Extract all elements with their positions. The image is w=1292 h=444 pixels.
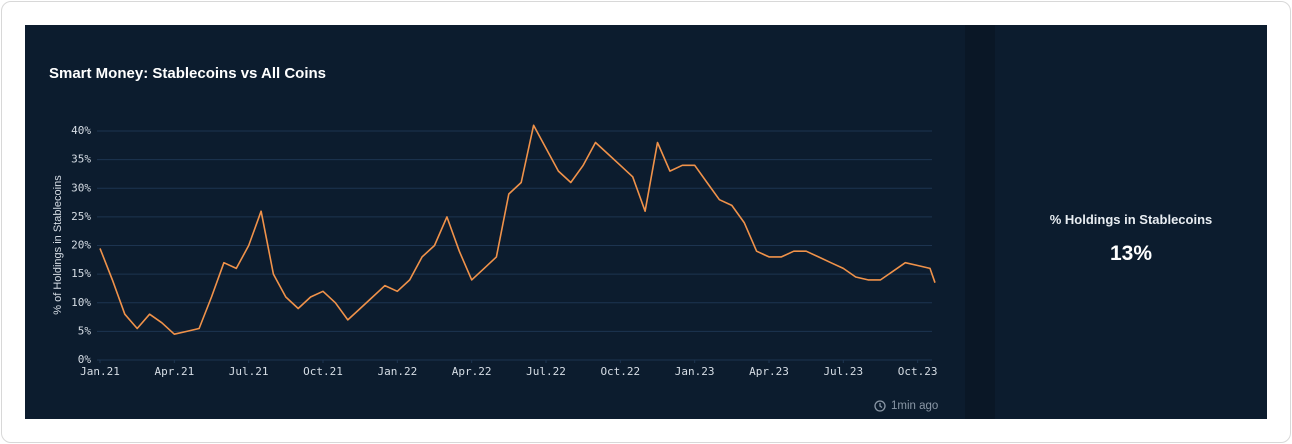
refresh-icon [874, 400, 886, 412]
x-tick-label: Apr.23 [749, 365, 789, 378]
stat-value: 13% [1109, 242, 1153, 265]
stat-label: % Holdings in Stablecoins [1049, 212, 1213, 227]
x-tick-label: Oct.23 [898, 365, 938, 378]
x-tick-label: Jan.22 [377, 365, 417, 378]
y-tick-label: 10% [71, 296, 91, 309]
x-tick-label: Jan.21 [80, 365, 120, 378]
x-tick-label: Jan.23 [675, 365, 715, 378]
y-tick-label: 20% [71, 239, 91, 252]
y-tick-label: 0% [78, 353, 92, 366]
panel-gap [965, 25, 995, 419]
status-text: 1min ago [891, 400, 938, 412]
y-tick-label: 35% [71, 153, 91, 166]
y-tick-label: 15% [71, 267, 91, 280]
y-axis-label: % of Holdings in Stablecoins [52, 175, 64, 315]
x-tick-label: Apr.22 [452, 365, 492, 378]
x-tick-label: Jul.21 [229, 365, 269, 378]
x-tick-label: Jul.22 [526, 365, 566, 378]
stat-panel: % Holdings in Stablecoins 13% [995, 25, 1267, 419]
x-tick-label: Oct.22 [600, 365, 640, 378]
x-tick-label: Jul.23 [823, 365, 863, 378]
data-line [99, 124, 936, 335]
y-tick-label: 30% [71, 181, 91, 194]
x-tick-label: Apr.21 [154, 365, 194, 378]
y-tick-label: 5% [78, 324, 92, 337]
y-tick-label: 25% [71, 210, 91, 223]
x-tick-label: Oct.21 [303, 365, 343, 378]
chart-title: Smart Money: Stablecoins vs All Coins [49, 65, 326, 82]
y-tick-label: 40% [71, 124, 91, 137]
